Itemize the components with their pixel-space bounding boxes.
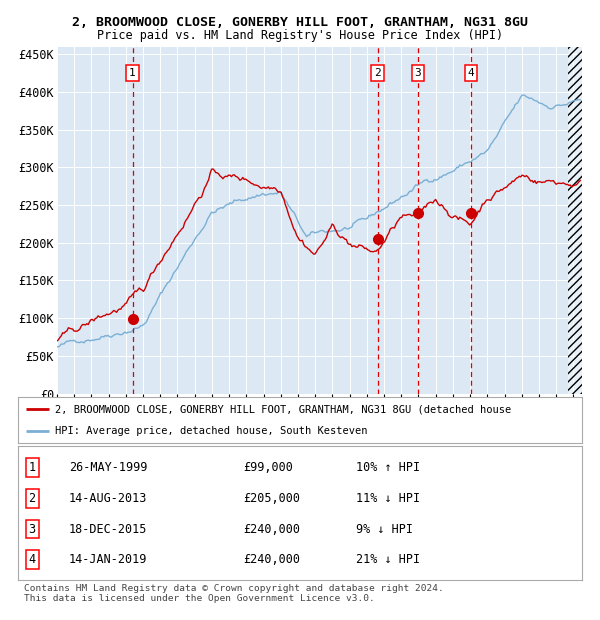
Text: 4: 4 — [467, 68, 474, 78]
Text: £240,000: £240,000 — [244, 553, 301, 566]
Bar — [568, 46, 582, 394]
Text: £99,000: £99,000 — [244, 461, 293, 474]
Text: 4: 4 — [29, 553, 35, 566]
Text: £205,000: £205,000 — [244, 492, 301, 505]
Text: 10% ↑ HPI: 10% ↑ HPI — [356, 461, 421, 474]
Text: Contains HM Land Registry data © Crown copyright and database right 2024.
This d: Contains HM Land Registry data © Crown c… — [24, 584, 444, 603]
Text: 3: 3 — [415, 68, 421, 78]
Text: 3: 3 — [29, 523, 35, 536]
Text: 1: 1 — [29, 461, 35, 474]
Text: 1: 1 — [129, 68, 136, 78]
Text: Price paid vs. HM Land Registry's House Price Index (HPI): Price paid vs. HM Land Registry's House … — [97, 29, 503, 42]
Text: 2, BROOMWOOD CLOSE, GONERBY HILL FOOT, GRANTHAM, NG31 8GU (detached house: 2, BROOMWOOD CLOSE, GONERBY HILL FOOT, G… — [55, 404, 511, 414]
Text: HPI: Average price, detached house, South Kesteven: HPI: Average price, detached house, Sout… — [55, 426, 367, 436]
Text: 26-MAY-1999: 26-MAY-1999 — [69, 461, 147, 474]
Text: 2, BROOMWOOD CLOSE, GONERBY HILL FOOT, GRANTHAM, NG31 8GU: 2, BROOMWOOD CLOSE, GONERBY HILL FOOT, G… — [72, 16, 528, 29]
Text: 21% ↓ HPI: 21% ↓ HPI — [356, 553, 421, 566]
Text: £240,000: £240,000 — [244, 523, 301, 536]
Text: 18-DEC-2015: 18-DEC-2015 — [69, 523, 147, 536]
Text: 2: 2 — [374, 68, 381, 78]
Text: 2: 2 — [29, 492, 35, 505]
Text: 14-JAN-2019: 14-JAN-2019 — [69, 553, 147, 566]
Text: 11% ↓ HPI: 11% ↓ HPI — [356, 492, 421, 505]
Text: 14-AUG-2013: 14-AUG-2013 — [69, 492, 147, 505]
Text: 9% ↓ HPI: 9% ↓ HPI — [356, 523, 413, 536]
